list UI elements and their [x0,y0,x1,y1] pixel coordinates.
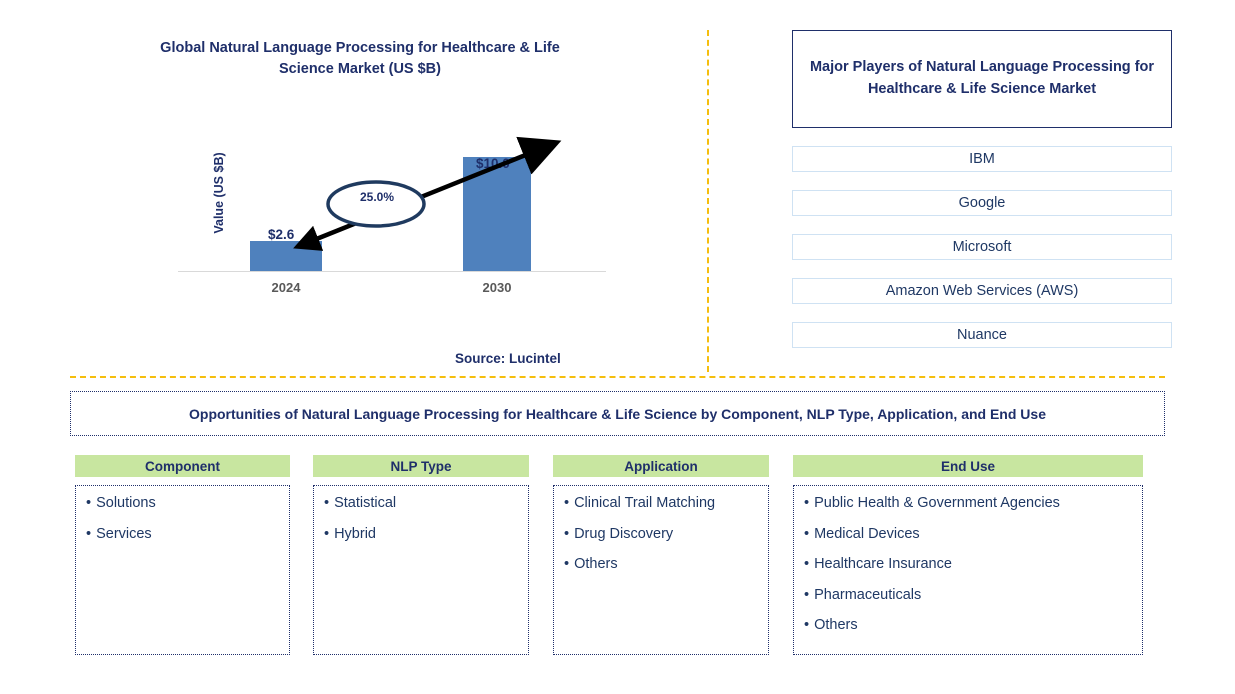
list-item-label: Others [814,617,858,633]
segment-list-nlp-type: • Statistical • Hybrid [313,485,529,655]
list-item-label: Statistical [334,495,397,511]
list-item-label: Pharmaceuticals [814,586,922,603]
cagr-label: 25.0% [359,190,395,204]
bullet-icon: • [324,495,330,511]
player-item-aws[interactable]: Amazon Web Services (AWS) [792,278,1172,304]
segment-header-application: Application [553,455,769,477]
bullet-icon: • [324,525,330,542]
list-item[interactable]: • Services [86,525,279,542]
bullet-icon: • [86,495,92,511]
segment-list-end-use: • Public Health & Government Agencies • Me… [793,485,1143,655]
player-item-ibm[interactable]: IBM [792,146,1172,172]
list-item[interactable]: • Statistical [324,496,518,511]
market-chart-panel: Global Natural Language Processing for H… [0,0,707,376]
segment-column-component: Component • Solutions • Services [75,455,290,655]
bar-chart: Value (US $B) $2.6 $10.0 2024 2030 25.0% [178,136,608,310]
bullet-icon: • [86,525,92,542]
list-item[interactable]: • Medical Devices [804,525,1132,542]
list-item[interactable]: • Public Health & Government Agencies [804,496,1132,511]
x-tick-2024: 2024 [271,280,301,295]
bar-value-2024: $2.6 [268,227,295,242]
segment-column-nlp-type: NLP Type • Statistical • Hybrid [313,455,529,655]
list-item-label: Public Health & Government Agencies [814,495,1060,511]
player-label: Nuance [957,327,1007,343]
list-item-label: Clinical Trail Matching [574,495,716,511]
horizontal-divider [70,376,1165,378]
segment-column-end-use: End Use • Public Health & Government Agen… [793,455,1143,655]
list-item[interactable]: • Others [564,557,758,572]
list-item-label: Drug Discovery [574,525,674,542]
list-item[interactable]: • Clinical Trail Matching [564,496,758,511]
vertical-divider [707,30,709,372]
segment-header-end-use: End Use [793,455,1143,477]
segment-list-application: • Clinical Trail Matching • Drug Discovery… [553,485,769,655]
y-axis-label: Value (US $B) [212,152,226,234]
list-item[interactable]: • Drug Discovery [564,525,758,542]
bullet-icon: • [564,525,570,542]
player-label: IBM [969,151,995,167]
list-item-label: Hybrid [334,525,376,542]
major-players-panel: Major Players of Natural Language Proces… [792,30,1172,348]
list-item[interactable]: • Hybrid [324,525,518,542]
opportunities-banner: Opportunities of Natural Language Proces… [70,391,1165,436]
player-item-google[interactable]: Google [792,190,1172,216]
player-label: Microsoft [952,239,1012,255]
list-item-label: Services [96,525,152,542]
chart-title: Global Natural Language Processing for H… [160,40,560,78]
segment-header-component: Component [75,455,290,477]
list-item-label: Healthcare Insurance [814,556,952,572]
player-item-nuance[interactable]: Nuance [792,322,1172,348]
x-axis-baseline [178,271,606,272]
list-item[interactable]: • Others [804,618,1132,633]
player-item-microsoft[interactable]: Microsoft [792,234,1172,260]
player-label: Amazon Web Services (AWS) [885,283,1079,299]
bullet-icon: • [804,556,810,572]
x-tick-2030: 2030 [482,280,512,295]
cagr-arrow-icon [293,136,562,251]
player-label: Google [958,195,1006,211]
list-item[interactable]: • Healthcare Insurance [804,557,1132,572]
list-item-label: Others [574,556,618,572]
bullet-icon: • [804,617,810,633]
segment-list-component: • Solutions • Services [75,485,290,655]
bullet-icon: • [804,586,810,603]
list-item-label: Medical Devices [814,525,920,542]
list-item[interactable]: • Solutions [86,496,279,511]
bullet-icon: • [564,495,570,511]
list-item-label: Solutions [96,495,156,511]
list-item[interactable]: • Pharmaceuticals [804,586,1132,603]
segment-header-nlp-type: NLP Type [313,455,529,477]
source-note: Source: Lucintel [455,351,561,366]
bullet-icon: • [564,556,570,572]
segment-column-application: Application • Clinical Trail Matching • Dr… [553,455,769,655]
major-players-header: Major Players of Natural Language Proces… [792,30,1172,128]
bullet-icon: • [804,495,810,511]
bullet-icon: • [804,525,810,542]
